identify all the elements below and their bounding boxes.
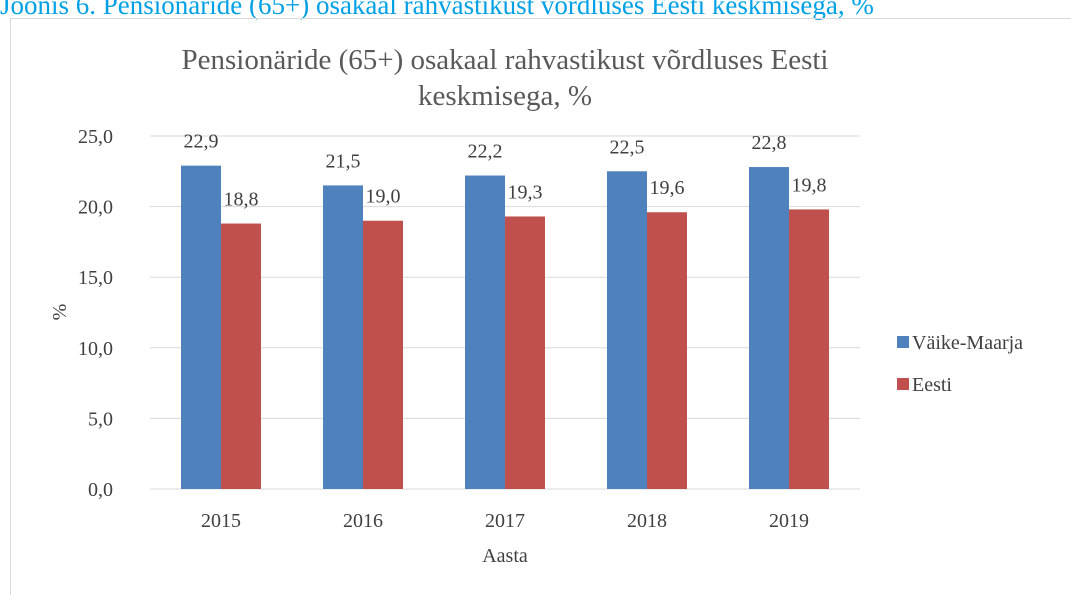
- data-label: 19,0: [366, 186, 401, 208]
- x-tick-label: 2019: [769, 510, 809, 532]
- x-tick-label: 2018: [627, 510, 667, 532]
- x-tick-label: 2016: [343, 510, 383, 532]
- bar: [323, 185, 363, 490]
- bar: [363, 220, 403, 489]
- caption: Joonis 6. Pensionäride (65+) osakaal rah…: [0, 0, 874, 20]
- data-label: 22,2: [468, 141, 503, 163]
- legend-label: Eesti: [912, 374, 952, 396]
- y-tick-label: 25,0: [78, 126, 113, 148]
- data-label: 19,3: [508, 181, 543, 203]
- x-tick-label: 2015: [201, 510, 241, 532]
- bar: [221, 223, 261, 489]
- data-label: 19,8: [792, 174, 827, 196]
- chart-border: [10, 18, 1071, 595]
- bar: [181, 165, 221, 490]
- data-label: 18,8: [224, 189, 259, 211]
- data-label: 21,5: [326, 150, 361, 172]
- bar: [749, 167, 789, 489]
- bar: [465, 175, 505, 489]
- bar: [789, 209, 829, 489]
- bar: [607, 171, 647, 490]
- data-label: 19,6: [650, 177, 685, 199]
- data-label: 22,9: [184, 131, 219, 153]
- y-tick-label: 5,0: [88, 408, 113, 430]
- y-tick-label: 20,0: [78, 197, 113, 219]
- data-label: 22,8: [752, 132, 787, 154]
- legend-label: Väike-Maarja: [912, 332, 1023, 354]
- bar: [647, 212, 687, 490]
- y-axis-label: %: [49, 304, 71, 321]
- y-tick-label: 10,0: [78, 338, 113, 360]
- y-tick-label: 0,0: [88, 479, 113, 501]
- x-axis-label: Aasta: [482, 545, 528, 567]
- chart-title: Pensionäride (65+) osakaal rahvastikust …: [181, 44, 829, 112]
- y-tick-label: 15,0: [78, 267, 113, 289]
- x-tick-label: 2017: [485, 510, 525, 532]
- legend-swatch: [897, 378, 909, 390]
- data-label: 22,5: [610, 136, 645, 158]
- bar: [505, 216, 545, 489]
- legend-swatch: [897, 336, 909, 348]
